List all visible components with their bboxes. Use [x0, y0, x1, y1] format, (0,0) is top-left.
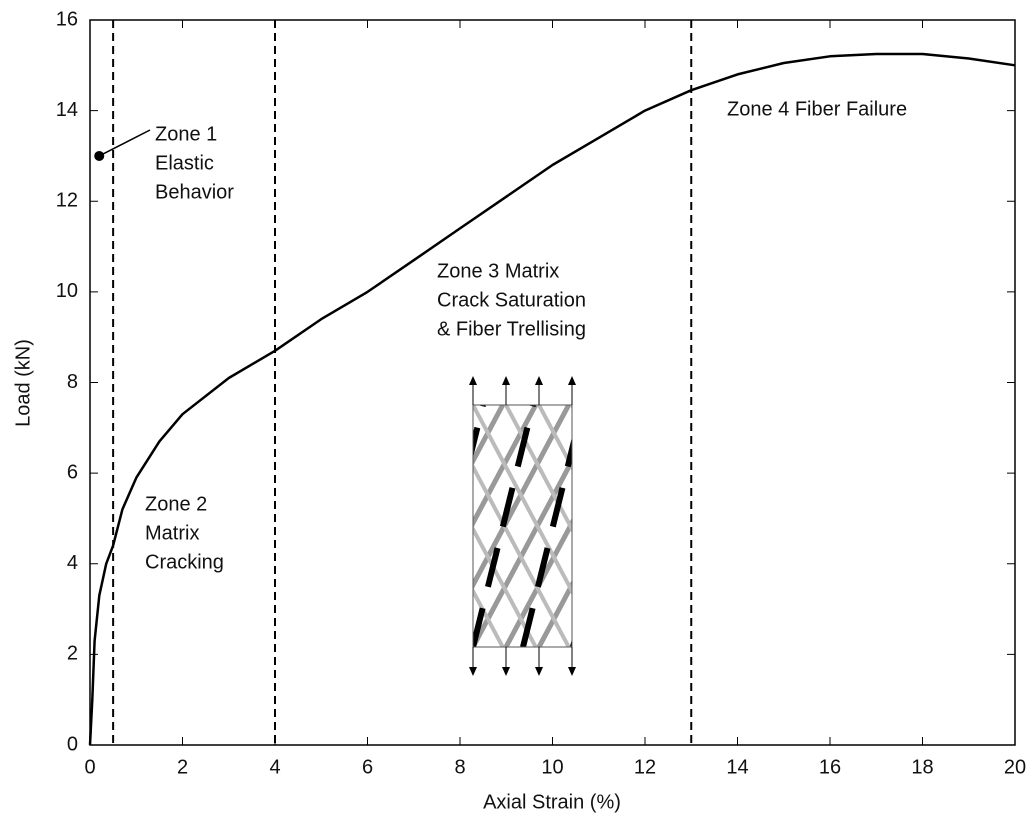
fiber-gray	[473, 524, 538, 647]
x-tick-label: 4	[269, 756, 280, 778]
fiber-gray	[473, 586, 505, 647]
y-tick-label: 16	[56, 8, 78, 30]
y-tick-label: 4	[67, 552, 78, 574]
fiber-gray	[638, 405, 767, 647]
fiber-black	[673, 405, 733, 647]
x-tick-label: 0	[84, 756, 95, 778]
arrow-head	[469, 667, 477, 676]
x-tick-label: 18	[911, 756, 933, 778]
fiber-gray	[473, 405, 538, 529]
annotation: Crack Saturation	[437, 289, 586, 311]
annotation: Elastic	[155, 152, 214, 174]
annotation: Cracking	[145, 551, 224, 573]
leader-line	[98, 129, 151, 157]
arrow-head	[502, 667, 510, 676]
fiber-gray	[605, 405, 734, 647]
y-tick-label: 8	[67, 371, 78, 393]
annotation: Zone 3 Matrix	[437, 260, 559, 282]
fiber-gray	[473, 405, 505, 467]
fiber-gray	[275, 405, 404, 647]
annotation-point	[94, 150, 105, 161]
fiber-gray	[341, 405, 470, 647]
fiber-gray	[704, 405, 833, 647]
fiber-black	[723, 405, 783, 647]
y-tick-label: 0	[67, 733, 78, 755]
arrow-head	[535, 376, 543, 385]
x-tick-label: 14	[726, 756, 748, 778]
y-tick-label: 14	[56, 99, 78, 121]
fiber-black	[823, 405, 883, 647]
arrow-head	[568, 376, 576, 385]
annotation: Matrix	[145, 522, 199, 544]
x-axis-label: Axial Strain (%)	[483, 791, 621, 813]
fiber-gray	[770, 405, 899, 647]
x-tick-label: 8	[454, 756, 465, 778]
fiber-black	[1023, 405, 1033, 647]
annotation: Zone 1	[155, 123, 217, 145]
fiber-black	[473, 405, 536, 647]
x-tick-label: 6	[362, 756, 373, 778]
fiber-gray	[836, 405, 965, 647]
fiber-gray	[537, 405, 572, 472]
annotation: Zone 4 Fiber Failure	[727, 98, 907, 120]
fiber-black	[773, 405, 833, 647]
arrow-head	[469, 376, 477, 385]
fiber-gray	[704, 405, 833, 647]
trellis-diagram	[273, 376, 1033, 676]
fiber-black	[570, 638, 572, 647]
x-tick-label: 16	[819, 756, 841, 778]
arrow-head	[535, 667, 543, 676]
fiber-gray	[605, 405, 734, 647]
fiber-gray	[803, 405, 932, 647]
fiber-gray	[275, 405, 404, 647]
annotation: Behavior	[155, 181, 234, 203]
annotation: & Fiber Trellising	[437, 318, 586, 340]
y-tick-label: 10	[56, 280, 78, 302]
fiber-gray	[536, 579, 572, 647]
x-tick-label: 10	[541, 756, 563, 778]
trellis-frame	[472, 404, 573, 648]
y-tick-label: 12	[56, 190, 78, 212]
fiber-gray	[737, 405, 866, 647]
trellis-fibers	[273, 405, 1033, 647]
x-tick-label: 20	[1004, 756, 1026, 778]
fiber-gray	[569, 641, 572, 647]
annotation: Zone 2	[145, 493, 207, 515]
fiber-black	[273, 405, 333, 647]
y-tick-label: 2	[67, 643, 78, 665]
arrow-head	[568, 667, 576, 676]
fiber-gray	[803, 405, 932, 647]
fiber-gray	[504, 405, 572, 534]
fiber-gray	[737, 405, 866, 647]
y-tick-label: 6	[67, 461, 78, 483]
fiber-gray	[570, 405, 572, 410]
fiber-gray	[638, 405, 767, 647]
load-curve	[88, 52, 1016, 746]
fiber-black	[323, 405, 383, 647]
fiber-gray	[308, 405, 437, 647]
fiber-black	[923, 405, 983, 647]
fiber-black	[873, 405, 933, 647]
arrow-head	[502, 376, 510, 385]
fiber-black	[373, 405, 433, 647]
fiber-gray	[308, 405, 437, 647]
fiber-black	[520, 436, 572, 647]
x-tick-label: 2	[177, 756, 188, 778]
fiber-gray	[341, 405, 470, 647]
y-axis-label: Load (kN)	[12, 339, 34, 427]
fiber-gray	[770, 405, 899, 647]
fiber-black	[973, 405, 1033, 647]
fiber-gray	[836, 405, 965, 647]
x-tick-label: 12	[634, 756, 656, 778]
plot-frame	[89, 19, 1016, 746]
fiber-black	[623, 405, 683, 647]
fiber-gray	[473, 405, 572, 596]
